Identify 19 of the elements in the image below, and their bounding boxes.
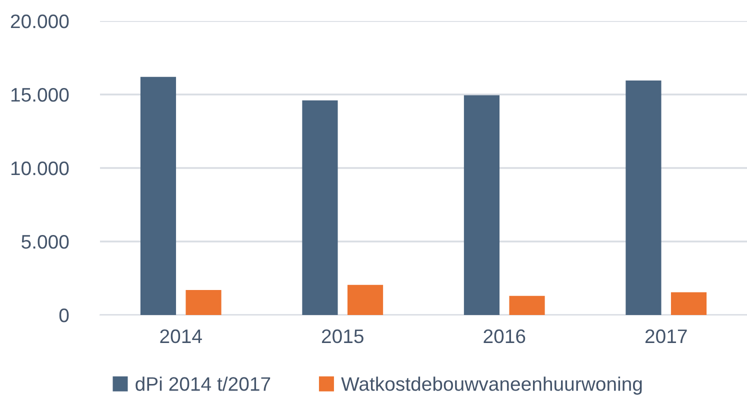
bar [670, 292, 707, 315]
legend-label: dPi 2014 t/2017 [136, 376, 270, 391]
bar [626, 80, 662, 315]
y-tick-label: 20.000 [10, 14, 69, 28]
y-tick-label: 15.000 [11, 88, 69, 102]
legend-label: Watkostdebouwvaneenhuurwoning [341, 376, 642, 395]
bar [509, 296, 545, 315]
x-tick-label: 2017 [645, 329, 687, 344]
x-tick-label: 2015 [322, 329, 364, 344]
bar [464, 95, 500, 315]
bar [140, 76, 176, 315]
y-tick-label: 10.000 [11, 161, 69, 176]
x-tick-label: 2014 [160, 329, 202, 344]
y-tick-label: 5.000 [22, 234, 69, 249]
x-tick-label: 2016 [484, 329, 526, 344]
bar [186, 290, 222, 315]
bar [302, 100, 338, 315]
y-tick-label: 0 [59, 308, 69, 322]
bar [347, 284, 384, 315]
